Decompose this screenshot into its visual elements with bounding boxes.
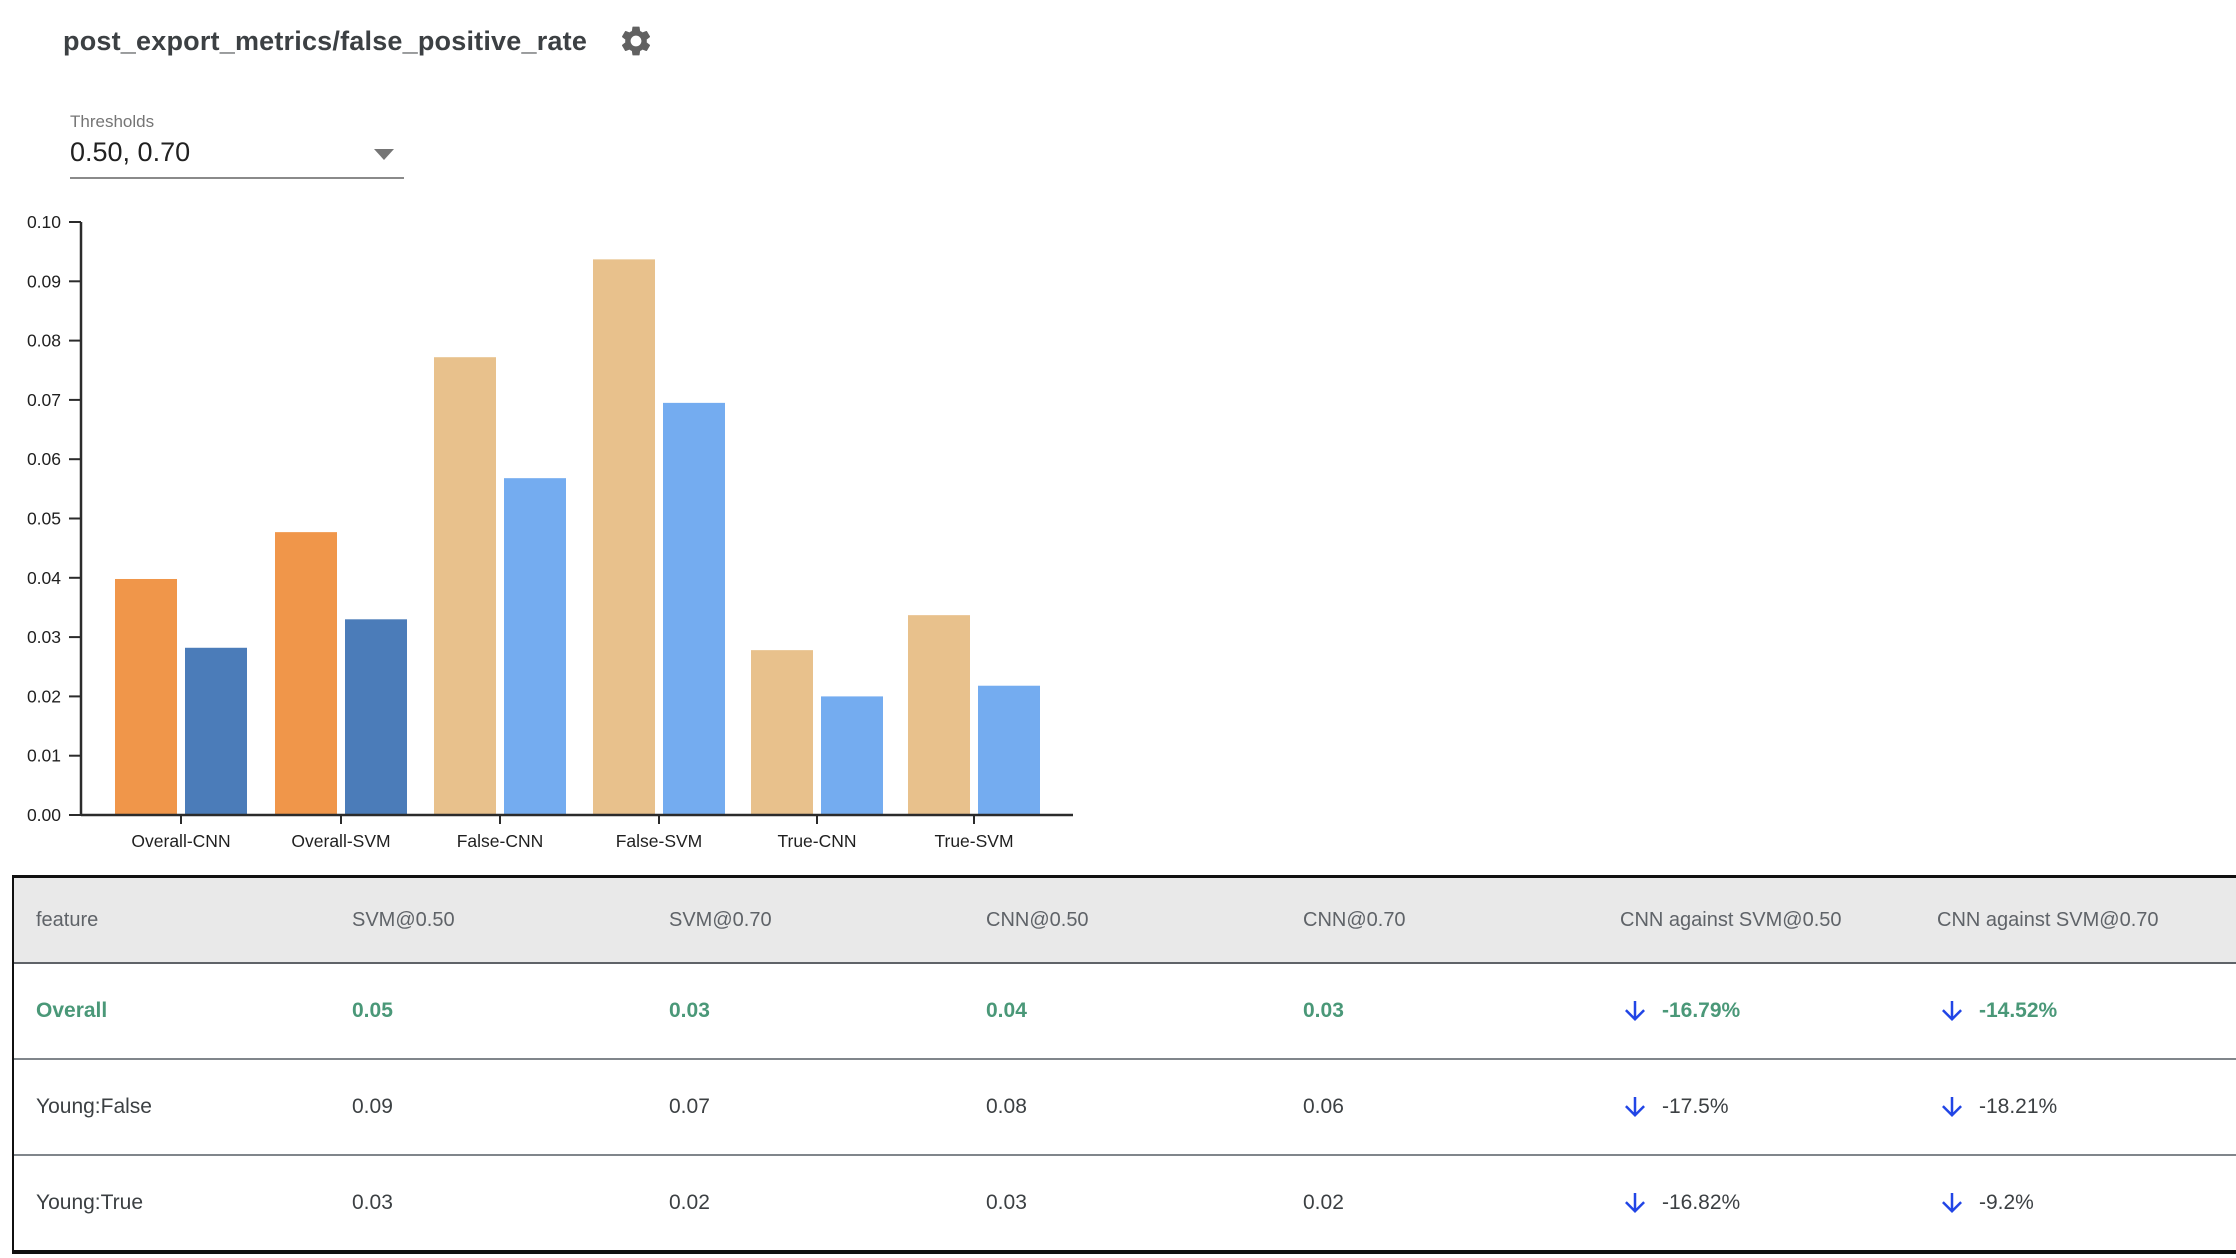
value-cell-svm-0.50: 0.05 <box>352 999 393 1022</box>
table-row-overall: Overall 0.05 0.03 0.04 0.03 -16.79% -14.… <box>14 964 2236 1060</box>
column-header-cnn-against-svm-0.50: CNN against SVM@0.50 <box>1620 908 1842 931</box>
value-cell-cnn-0.70: 0.06 <box>1303 1095 1344 1118</box>
feature-cell: Overall <box>36 999 108 1022</box>
y-axis-tick-label: 0.04 <box>27 568 61 588</box>
table-row-young-false: Young:False 0.09 0.07 0.08 0.06 -17.5% -… <box>14 1060 2236 1156</box>
y-axis-tick-label: 0.00 <box>27 805 61 825</box>
column-header-svm-0.70: SVM@0.70 <box>669 908 772 931</box>
value-cell-cnn-0.50: 0.04 <box>986 999 1027 1022</box>
comparison-cell-0.50: -16.82% <box>1620 1188 1937 1218</box>
bar-True-SVM-threshold-0.70 <box>978 685 1040 815</box>
table-row-young-true: Young:True 0.03 0.02 0.03 0.02 -16.82% -… <box>14 1156 2236 1250</box>
column-header-cnn-0.50: CNN@0.50 <box>986 908 1089 931</box>
bar-True-CNN-threshold-0.50 <box>751 650 813 815</box>
value-cell-svm-0.50: 0.09 <box>352 1095 393 1118</box>
y-axis-tick-label: 0.08 <box>27 331 61 351</box>
x-axis-label: Overall-CNN <box>131 831 230 851</box>
value-cell-svm-0.70: 0.02 <box>669 1191 710 1214</box>
comparison-cell-0.70: -18.21% <box>1937 1092 2236 1122</box>
y-axis-tick-label: 0.09 <box>27 271 61 291</box>
arrow-down-icon <box>1942 1097 1962 1117</box>
y-axis-tick-label: 0.05 <box>27 509 61 529</box>
comparison-value: -18.21% <box>1979 1095 2058 1118</box>
y-axis-tick-label: 0.02 <box>27 686 61 706</box>
thresholds-value: 0.50, 0.70 <box>70 137 191 167</box>
arrow-down-icon <box>1625 1001 1645 1021</box>
value-cell-cnn-0.50: 0.03 <box>986 1191 1027 1214</box>
y-axis-tick-label: 0.03 <box>27 627 61 647</box>
bar-True-CNN-threshold-0.70 <box>821 696 883 815</box>
bar-True-SVM-threshold-0.50 <box>908 615 970 815</box>
value-cell-cnn-0.50: 0.08 <box>986 1095 1027 1118</box>
value-cell-svm-0.70: 0.03 <box>669 999 710 1022</box>
arrow-down-icon <box>1625 1097 1645 1117</box>
x-axis-label: True-CNN <box>777 831 856 851</box>
page-title: post_export_metrics/false_positive_rate <box>63 25 588 56</box>
feature-cell: Young:False <box>36 1095 152 1118</box>
thresholds-select[interactable]: Thresholds 0.50, 0.70 <box>70 112 404 179</box>
comparison-value: -9.2% <box>1979 1191 2034 1214</box>
arrow-down-icon <box>1942 1193 1962 1213</box>
chevron-down-icon <box>374 149 394 160</box>
column-header-cnn-against-svm-0.70: CNN against SVM@0.70 <box>1937 908 2159 931</box>
feature-cell: Young:True <box>36 1191 144 1214</box>
settings-button[interactable] <box>617 22 655 60</box>
comparison-cell-0.50: -17.5% <box>1620 1092 1937 1122</box>
table-header-row: feature SVM@0.50 SVM@0.70 CNN@0.50 CNN@0… <box>14 878 2236 964</box>
comparison-value: -14.52% <box>1979 999 2058 1022</box>
y-axis-tick-label: 0.06 <box>27 449 61 469</box>
metric-header: post_export_metrics/false_positive_rate <box>63 22 655 60</box>
x-axis-label: False-SVM <box>616 831 703 851</box>
x-axis-label: True-SVM <box>934 831 1013 851</box>
bar-Overall-CNN-threshold-0.70 <box>185 647 247 815</box>
y-axis-tick-label: 0.10 <box>27 212 61 232</box>
false-positive-rate-bar-chart: Overall-CNN Overall-SVM False-CNN False-SVM… <box>27 212 1073 851</box>
bar-False-SVM-threshold-0.70 <box>663 402 725 815</box>
bar-False-SVM-threshold-0.50 <box>593 259 655 815</box>
arrow-down-icon <box>1942 1001 1962 1021</box>
x-axis-label: Overall-SVM <box>291 831 390 851</box>
gear-icon <box>622 26 651 56</box>
bar-False-CNN-threshold-0.50 <box>434 357 496 815</box>
bar-Overall-SVM-threshold-0.50 <box>275 532 337 815</box>
comparison-cell-0.50: -16.79% <box>1620 996 1937 1026</box>
value-cell-svm-0.50: 0.03 <box>352 1191 393 1214</box>
y-axis-tick-label: 0.07 <box>27 390 61 410</box>
comparison-value: -17.5% <box>1662 1095 1729 1118</box>
comparison-cell-0.70: -9.2% <box>1937 1188 2236 1218</box>
bar-False-CNN-threshold-0.70 <box>504 478 566 815</box>
value-cell-svm-0.70: 0.07 <box>669 1095 710 1118</box>
value-cell-cnn-0.70: 0.03 <box>1303 999 1344 1022</box>
comparison-cell-0.70: -14.52% <box>1937 996 2236 1026</box>
bar-Overall-SVM-threshold-0.70 <box>345 619 407 815</box>
column-header-cnn-0.70: CNN@0.70 <box>1303 908 1406 931</box>
comparison-value: -16.82% <box>1662 1191 1741 1214</box>
metrics-table: feature SVM@0.50 SVM@0.70 CNN@0.50 CNN@0… <box>12 875 2236 1254</box>
y-axis-tick-label: 0.01 <box>27 746 61 766</box>
column-header-feature: feature <box>36 908 99 931</box>
value-cell-cnn-0.70: 0.02 <box>1303 1191 1344 1214</box>
x-axis-label: False-CNN <box>457 831 544 851</box>
bar-Overall-CNN-threshold-0.50 <box>115 578 177 815</box>
thresholds-label: Thresholds <box>70 112 155 131</box>
column-header-svm-0.50: SVM@0.50 <box>352 908 455 931</box>
arrow-down-icon <box>1625 1193 1645 1213</box>
comparison-value: -16.79% <box>1662 999 1741 1022</box>
